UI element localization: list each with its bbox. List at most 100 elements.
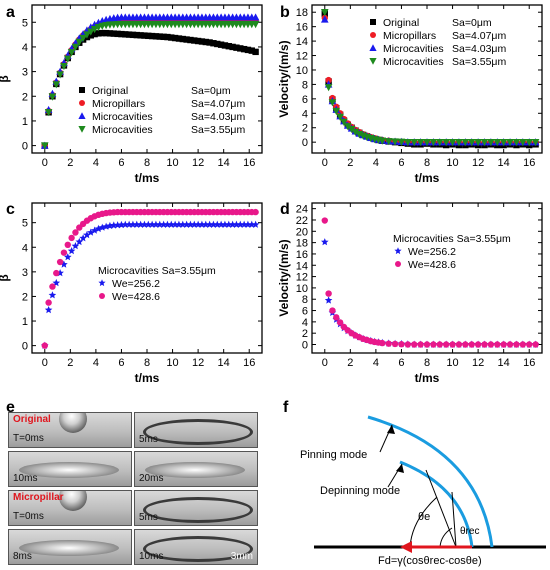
data-point <box>179 35 186 43</box>
data-point <box>71 43 80 51</box>
surface-label: Original <box>13 414 51 425</box>
y-tick-label: 16 <box>296 22 308 34</box>
data-point <box>398 341 405 348</box>
data-point <box>461 138 470 147</box>
legend-label: Original <box>92 85 128 97</box>
legend-sa: Sa=4.07μm <box>191 98 245 110</box>
y-tick-label: 5 <box>22 218 28 230</box>
data-point <box>340 118 348 126</box>
data-point <box>95 30 102 37</box>
force-arrowhead <box>400 541 412 553</box>
legend-label: Microcavities <box>92 111 153 123</box>
data-point <box>40 142 49 150</box>
legend-marker <box>99 293 105 299</box>
y-tick-label: 10 <box>296 65 308 77</box>
y-tick-label: 24 <box>296 204 308 216</box>
data-point <box>83 31 91 39</box>
data-point <box>183 36 190 43</box>
data-point <box>48 291 57 299</box>
data-point <box>167 220 176 228</box>
data-point <box>251 220 260 228</box>
data-point <box>194 220 202 228</box>
data-point <box>229 43 236 51</box>
x-tick-label: 12 <box>472 157 484 169</box>
y-tick-label: 2 <box>22 91 28 103</box>
data-point <box>205 220 214 228</box>
depinning-arc <box>399 460 474 548</box>
data-point <box>145 32 152 40</box>
data-point <box>429 138 438 147</box>
y-tick-label: 20 <box>296 226 308 238</box>
droplet-rim <box>143 497 253 523</box>
series-1 <box>321 217 539 348</box>
data-point <box>500 341 507 348</box>
theta-e-label: θe <box>418 511 430 523</box>
droplet-frame: 5ms <box>134 490 258 526</box>
x-tick-label: 8 <box>144 357 150 369</box>
data-point <box>487 341 495 348</box>
x-tick-label: 14 <box>218 157 230 169</box>
x-tick-label: 2 <box>347 157 353 169</box>
data-point <box>67 247 76 255</box>
data-point <box>90 25 99 34</box>
droplet-sphere <box>59 413 87 433</box>
time-label: 20ms <box>139 473 164 484</box>
data-point <box>244 220 252 228</box>
data-point <box>248 220 256 228</box>
data-point <box>118 30 125 38</box>
x-tick-label: 8 <box>144 157 150 169</box>
legend-label: Microcavities <box>383 56 444 68</box>
data-point <box>320 9 329 17</box>
data-point <box>129 220 137 228</box>
data-point <box>325 76 332 84</box>
data-point <box>198 38 206 45</box>
depinning-pointer-head <box>396 464 404 473</box>
chart-velocity-weber: 0 2 4 6 8 10 12 14 16024681012141618202224t/msVe… <box>277 202 543 385</box>
data-point <box>86 28 95 36</box>
y-tick-label: 1 <box>22 316 28 328</box>
droplet-lamella <box>19 540 119 556</box>
droplet-rim <box>143 536 253 562</box>
theta-rec-label: θrec <box>460 526 479 537</box>
data-point <box>411 341 418 348</box>
data-point <box>129 31 137 39</box>
data-point <box>455 341 463 348</box>
data-point <box>225 220 233 228</box>
y-tick-label: 10 <box>296 283 308 295</box>
data-point <box>79 234 87 242</box>
y-tick-label: 2 <box>22 291 28 303</box>
x-tick-label: 6 <box>398 357 404 369</box>
legend-label: Micropillars <box>92 98 145 110</box>
contact-angle-schematic: Pinning mode Depinning mode θe θrec Fd=γ… <box>300 415 546 567</box>
time-label: T=0ms <box>13 433 44 444</box>
x-tick-label: 4 <box>93 157 99 169</box>
x-axis-label: t/ms <box>415 171 440 185</box>
data-point <box>60 260 68 268</box>
data-point <box>474 341 482 348</box>
legend-marker <box>370 19 376 25</box>
droplet-rim <box>143 419 253 445</box>
data-point <box>175 220 183 228</box>
data-point <box>137 32 144 39</box>
data-point <box>481 341 488 348</box>
time-label: 10ms <box>13 473 38 484</box>
data-point <box>114 30 121 38</box>
surface-label: Micropillar <box>13 492 64 503</box>
data-point <box>121 220 130 228</box>
panel-letter-b: b <box>280 4 290 21</box>
x-tick-label: 2 <box>347 357 353 369</box>
y-tick-label: 22 <box>296 215 308 227</box>
y-tick-label: 4 <box>22 242 28 254</box>
x-tick-label: 10 <box>446 357 458 369</box>
legend-label: We=428.6 <box>112 291 160 303</box>
droplet-frame: 10ms <box>8 451 132 487</box>
panel-letter-d: d <box>280 201 290 218</box>
legend-label: Microcavities <box>383 43 444 55</box>
data-point <box>102 29 110 37</box>
data-point <box>525 138 534 147</box>
scale-bar-label: 3mm <box>230 551 253 562</box>
x-axis-label: t/ms <box>415 371 440 385</box>
data-point <box>252 208 259 216</box>
y-tick-label: 4 <box>302 317 308 329</box>
